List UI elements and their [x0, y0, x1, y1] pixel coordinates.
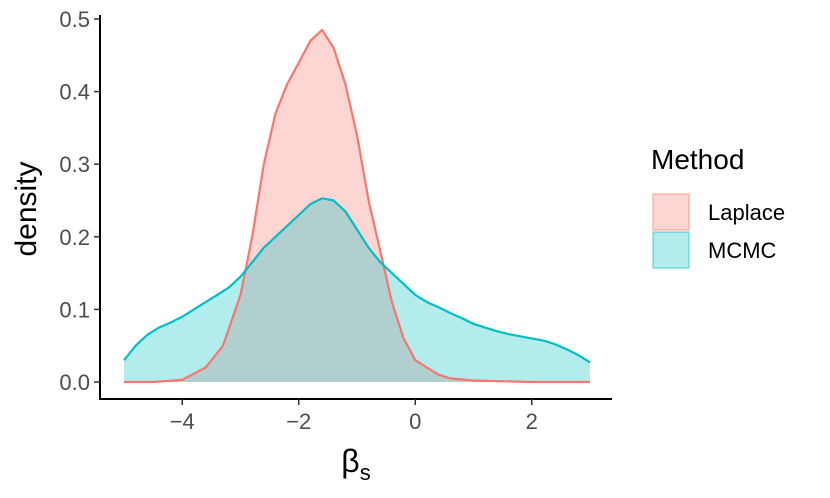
plot-panel [123, 28, 591, 384]
density-areas [124, 29, 590, 383]
legend-title: Method [651, 144, 744, 175]
legend-key-bg [652, 231, 690, 269]
x-axis-title-symbol: β [341, 443, 359, 479]
y-tick-label: 0.1 [59, 297, 90, 322]
density-area-mcmc [124, 198, 590, 382]
y-tick-label: 0.4 [59, 80, 90, 105]
x-tick-label: −2 [286, 409, 311, 434]
legend: Method Laplace MCMC [651, 144, 785, 269]
legend-key-bg [652, 193, 690, 231]
y-tick-label: 0.5 [59, 7, 90, 32]
y-tick-label: 0.3 [59, 152, 90, 177]
y-tick-label: 0.0 [59, 370, 90, 395]
legend-key-laplace [652, 193, 690, 231]
x-tick-label: 0 [409, 409, 421, 434]
legend-label-laplace: Laplace [708, 200, 785, 225]
y-axis-ticks: 0.0 0.1 0.2 0.3 0.4 0.5 [59, 7, 100, 395]
density-area-laplace [124, 29, 590, 383]
y-tick-label: 0.2 [59, 225, 90, 250]
y-axis-title: density [10, 161, 43, 256]
x-tick-label: −4 [170, 409, 195, 434]
legend-entries: Laplace MCMC [652, 193, 785, 269]
x-axis-title: βs [341, 443, 370, 485]
density-line-laplace [124, 28, 590, 384]
x-tick-label: 2 [526, 409, 538, 434]
density-line-mcmc [123, 197, 591, 364]
legend-label-mcmc: MCMC [708, 238, 777, 263]
density-lines [123, 28, 591, 384]
x-axis-ticks: −4 −2 0 2 [170, 399, 538, 434]
x-axis-title-subscript: s [360, 460, 371, 485]
legend-key-mcmc [652, 231, 690, 269]
